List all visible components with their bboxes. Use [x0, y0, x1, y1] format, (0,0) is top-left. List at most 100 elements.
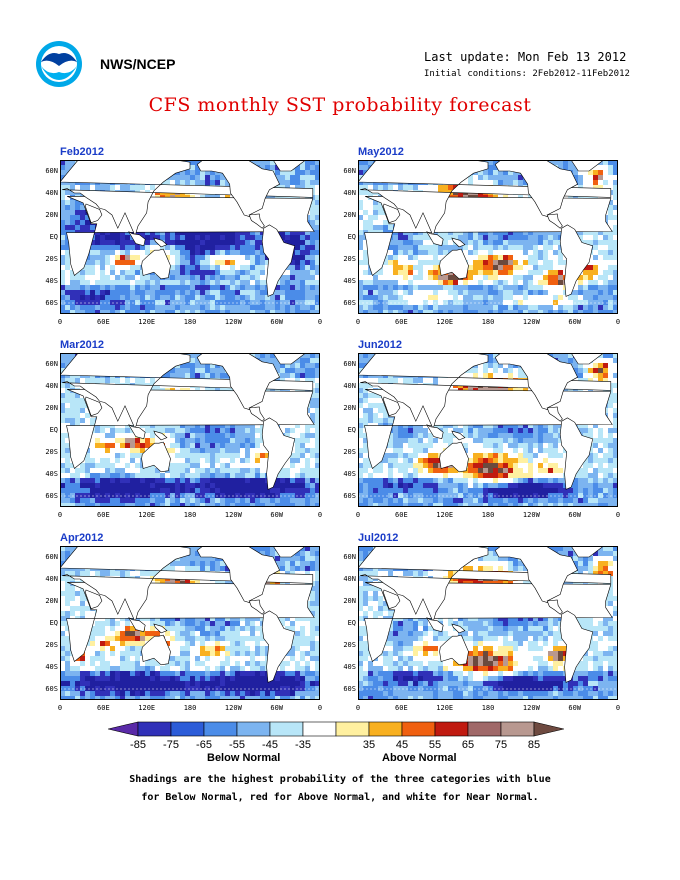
lon-tick-label: 0 — [57, 704, 63, 712]
panel-month-label: Jul2012 — [358, 532, 399, 544]
lat-tick-label: 40N — [343, 189, 356, 197]
lon-tick-label: 120W — [224, 704, 242, 712]
lon-tick-label: 120E — [138, 318, 156, 326]
lat-tick-label: 60S — [45, 685, 58, 693]
below-normal-label: Below Normal — [207, 752, 281, 764]
lat-tick-label: EQ — [49, 233, 58, 241]
lat-tick-label: 60S — [343, 299, 356, 307]
lat-tick-label: EQ — [49, 426, 58, 434]
colorbar-tick-label: -55 — [229, 739, 245, 751]
forecast-panel-may2012: May2012 60N 40N 20N EQ 20S 40S 60S 0 60E 120E 180 12… — [343, 146, 658, 342]
lon-tick-label: 60E — [97, 704, 110, 712]
lon-tick-label: 180 — [481, 704, 495, 712]
lat-tick-label: 40S — [45, 470, 58, 478]
lat-tick-label: EQ — [347, 619, 356, 627]
lat-tick-label: 20N — [343, 404, 356, 412]
panel-month-label: Jun2012 — [358, 339, 403, 351]
lat-tick-label: 40N — [343, 382, 356, 390]
lat-tick-label: 20S — [343, 448, 356, 456]
lat-tick-label: 60S — [343, 685, 356, 693]
lon-tick-label: 180 — [481, 511, 495, 519]
lon-tick-label: 60W — [568, 318, 582, 326]
page-title: CFS monthly SST probability forecast — [148, 94, 532, 116]
lon-tick-label: 0 — [317, 318, 323, 326]
lat-tick-label: 60S — [45, 492, 58, 500]
lon-tick-label: 120E — [436, 704, 454, 712]
lat-tick-label: 40N — [45, 382, 58, 390]
forecast-panel-feb2012: Feb2012 60N 40N 20N EQ 20S 40S 60S 0 60E 120E 180 12… — [45, 146, 360, 342]
colorbar-tick-label: -35 — [295, 739, 311, 751]
colorbar-swatch — [368, 721, 403, 737]
lat-tick-label: 60N — [45, 553, 58, 561]
lat-tick-label: 20S — [45, 448, 58, 456]
lon-tick-label: 60W — [270, 704, 284, 712]
colorbar-tick-label: -65 — [196, 739, 212, 751]
lon-tick-label: 0 — [355, 318, 361, 326]
lat-tick-label: 20N — [45, 404, 58, 412]
lat-tick-label: 20S — [343, 641, 356, 649]
noaa-logo-icon — [36, 41, 82, 87]
lat-tick-label: 40S — [45, 663, 58, 671]
legend-note-line-1: Shadings are the highest probability of … — [129, 774, 551, 785]
lat-tick-label: 20S — [45, 255, 58, 263]
panel-month-label: Mar2012 — [60, 339, 105, 351]
lat-tick-label: 60S — [343, 492, 356, 500]
lon-tick-label: 120E — [138, 511, 156, 519]
colorbar-tick-label: 65 — [461, 739, 475, 751]
lon-tick-label: 60W — [270, 318, 284, 326]
lat-tick-label: 60N — [45, 360, 58, 368]
agency-label: NWS/NCEP — [100, 56, 176, 72]
initial-conditions-text: Initial conditions: 2Feb2012-11Feb2012 — [424, 69, 630, 79]
lon-tick-label: 60E — [395, 704, 408, 712]
lat-tick-label: 20S — [45, 641, 58, 649]
lat-tick-label: EQ — [49, 619, 58, 627]
above-normal-label: Above Normal — [382, 752, 457, 764]
colorbar-tick-label: 85 — [527, 739, 541, 751]
colorbar-swatch — [302, 721, 337, 737]
lat-tick-label: 40N — [45, 575, 58, 583]
lat-tick-label: 20N — [343, 211, 356, 219]
colorbar-swatch — [203, 721, 238, 737]
lon-tick-label: 0 — [615, 704, 621, 712]
lat-tick-label: 20N — [45, 597, 58, 605]
colorbar-right-arrow — [533, 721, 564, 737]
colorbar-swatch — [236, 721, 271, 737]
sst-probability-map — [60, 160, 320, 314]
sst-probability-map — [358, 353, 618, 507]
lat-tick-label: 60S — [45, 299, 58, 307]
colorbar-tick-label: 45 — [395, 739, 409, 751]
panel-month-label: Feb2012 — [60, 146, 105, 158]
lon-tick-label: 0 — [355, 511, 361, 519]
lon-tick-label: 180 — [481, 318, 495, 326]
colorbar-tick-label: 55 — [428, 739, 442, 751]
colorbar-tick-label: 35 — [362, 739, 376, 751]
lat-tick-label: 60N — [343, 360, 356, 368]
panel-month-label: May2012 — [358, 146, 404, 158]
lat-tick-label: 60N — [343, 167, 356, 175]
lon-tick-label: 60W — [568, 511, 582, 519]
colorbar-swatch — [269, 721, 304, 737]
lon-tick-label: 60E — [395, 511, 408, 519]
colorbar-left-arrow — [108, 721, 139, 737]
legend-note-line-2: for Below Normal, red for Above Normal, … — [141, 792, 539, 803]
colorbar-tick-label: -75 — [163, 739, 179, 751]
lat-tick-label: EQ — [347, 233, 356, 241]
lon-tick-label: 180 — [183, 318, 197, 326]
lon-tick-label: 120W — [224, 511, 242, 519]
sst-probability-map — [60, 546, 320, 700]
colorbar-swatch — [467, 721, 502, 737]
lon-tick-label: 0 — [57, 318, 63, 326]
lat-tick-label: EQ — [347, 426, 356, 434]
lon-tick-label: 120W — [522, 511, 540, 519]
lon-tick-label: 60W — [270, 511, 284, 519]
lon-tick-label: 60E — [395, 318, 408, 326]
lon-tick-label: 180 — [183, 704, 197, 712]
lat-tick-label: 40N — [343, 575, 356, 583]
lon-tick-label: 120W — [224, 318, 242, 326]
colorbar-tick-label: -45 — [262, 739, 278, 751]
lon-tick-label: 120W — [522, 704, 540, 712]
lat-tick-label: 20S — [343, 255, 356, 263]
forecast-panel-apr2012: Apr2012 60N 40N 20N EQ 20S 40S 60S 0 60E 120E 180 12… — [45, 532, 360, 728]
lon-tick-label: 120E — [138, 704, 156, 712]
colorbar-swatch — [434, 721, 469, 737]
